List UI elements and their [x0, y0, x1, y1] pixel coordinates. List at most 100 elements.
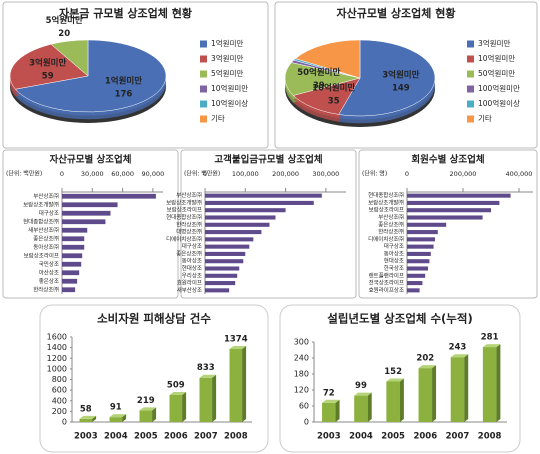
- chart-title: 고객불입금규모별 상조업체: [214, 154, 322, 166]
- y-tick-label: 1400: [47, 343, 67, 352]
- bar: [407, 215, 483, 220]
- y-tick-label: 0: [62, 418, 67, 427]
- bar: [407, 259, 430, 264]
- bar: [62, 210, 111, 216]
- legend-label: 1억원미만: [211, 39, 243, 48]
- y-tick-label: 대구상조: [39, 209, 59, 217]
- bar: [169, 394, 183, 422]
- y-tick-label: 좋은상조㈜: [33, 234, 59, 242]
- x-tick-label: 2007: [194, 432, 218, 442]
- y-tick-label: 현대상조: [182, 264, 202, 272]
- legend-swatch: [200, 55, 207, 63]
- bar: [205, 193, 322, 198]
- data-label: 833: [197, 363, 215, 373]
- bar-top: [229, 346, 247, 350]
- bar: [139, 410, 153, 422]
- y-tick-label: 300: [294, 338, 309, 347]
- y-tick-label: 대구상조: [182, 242, 202, 250]
- y-tick-label: 한라상조㈜: [378, 228, 404, 236]
- y-tick-label: 부산상조㈜: [176, 191, 202, 199]
- legend-label: 10억원미만: [478, 54, 515, 63]
- x-tick-label: 2006: [164, 432, 188, 442]
- bar: [205, 266, 240, 271]
- y-tick-label: 현대상조: [384, 257, 404, 265]
- bar: [205, 259, 244, 264]
- y-tick-label: 전국상조라이프: [369, 279, 404, 287]
- unit-label: (단위: 명): [362, 170, 387, 178]
- y-tick-label: 현대종합상조㈜: [368, 191, 404, 199]
- x-tick-label: 2007: [446, 432, 470, 442]
- data-label: 152: [384, 367, 402, 377]
- y-tick-label: 효원라이프상조: [369, 286, 404, 294]
- bar: [407, 251, 431, 256]
- data-label: 176: [115, 90, 133, 100]
- bar-side: [212, 374, 217, 422]
- bar-side: [464, 354, 469, 422]
- y-tick-label: 1200: [47, 354, 67, 363]
- bar-side: [399, 378, 404, 422]
- y-tick-label: 현대종합상조㈜: [23, 217, 59, 225]
- data-label: 99: [355, 381, 367, 391]
- bar: [229, 349, 243, 422]
- data-label: 219: [137, 396, 155, 406]
- legend-label: 100억원이상: [478, 98, 520, 108]
- bar: [205, 273, 238, 278]
- bar: [450, 357, 465, 422]
- y-tick-label: 1600: [47, 333, 67, 342]
- data-label: 35: [328, 97, 340, 107]
- y-tick-label: 400: [52, 396, 67, 405]
- data-label: 91: [110, 403, 122, 413]
- panel: [358, 149, 538, 299]
- chart-title: 자본금 규모별 상조업체 현황: [59, 6, 192, 20]
- data-label: 1374: [224, 335, 248, 345]
- bar: [386, 381, 400, 422]
- bar-top: [482, 344, 501, 348]
- data-label: 3억원미만: [29, 58, 66, 69]
- x-tick-label: 300,000: [312, 170, 339, 178]
- bar-top: [386, 378, 404, 382]
- legend-label: 50억원미만: [478, 69, 515, 78]
- y-tick-label: 렌트플랜라이프: [369, 271, 404, 279]
- bar: [418, 368, 433, 422]
- legend-swatch: [200, 40, 207, 48]
- bar-top: [450, 354, 469, 358]
- bar: [407, 273, 426, 278]
- data-label: 149: [392, 83, 410, 93]
- x-tick-label: 0: [405, 170, 409, 178]
- data-label: 10억원미만: [312, 83, 355, 94]
- bar: [205, 200, 314, 205]
- legend-label: 10억원이상: [211, 98, 248, 108]
- chart-title: 자산규모별 상조업체 현황: [337, 6, 456, 20]
- x-tick-label: 60,000: [111, 170, 134, 178]
- bar: [62, 261, 82, 267]
- y-tick-label: 부산상조㈜: [378, 213, 404, 221]
- x-tick-label: 90,000: [142, 170, 165, 178]
- y-tick-label: 동아상조㈜: [33, 243, 59, 251]
- x-tick-label: 200,000: [450, 170, 477, 178]
- data-label: 1억원미만: [105, 76, 142, 87]
- bar: [354, 395, 368, 422]
- bar: [62, 219, 106, 225]
- bar: [407, 200, 500, 205]
- legend-label: 10억원미만: [211, 84, 248, 93]
- y-tick-label: 보람상조라이프: [369, 206, 404, 214]
- unit-label: (단위: 백만원): [6, 170, 42, 178]
- bar: [407, 193, 511, 198]
- y-tick-label: 대명상조㈜: [176, 228, 202, 236]
- bar-side: [92, 415, 97, 422]
- y-tick-label: 좋은상조: [39, 277, 59, 285]
- y-tick-label: 한국상조: [384, 264, 404, 272]
- bar: [205, 237, 254, 242]
- bar: [62, 236, 85, 242]
- x-tick-label: 200,000: [272, 170, 299, 178]
- bar-top: [354, 392, 372, 396]
- chart-title: 자산규모별 상조업체: [50, 154, 132, 166]
- y-tick-label: 우리상조: [182, 271, 202, 279]
- bar: [62, 227, 88, 233]
- legend-label: 기타: [211, 114, 225, 123]
- bar-side: [496, 344, 501, 422]
- legend-swatch: [200, 85, 207, 93]
- legend-label: 3억원미만: [478, 39, 510, 48]
- bar: [109, 417, 123, 422]
- pie-slice: [50, 39, 89, 77]
